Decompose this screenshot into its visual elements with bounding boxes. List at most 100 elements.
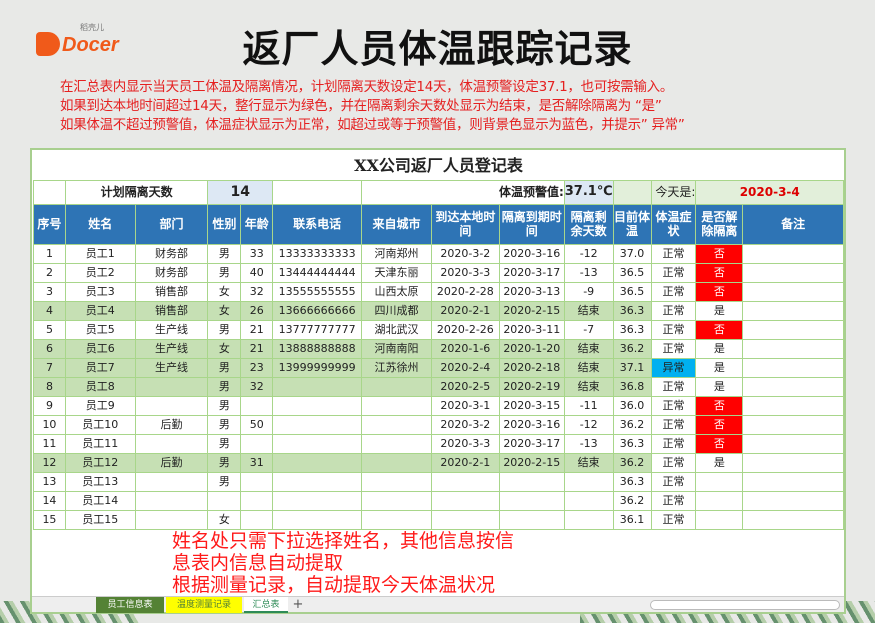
cell[interactable]: -9 bbox=[563, 281, 614, 302]
cell[interactable]: 32 bbox=[240, 376, 274, 397]
cell[interactable]: 2020-2-1 bbox=[430, 300, 500, 321]
cell[interactable]: 男 bbox=[207, 433, 242, 454]
cell[interactable]: 36.3 bbox=[612, 319, 652, 340]
cell[interactable] bbox=[272, 414, 363, 435]
cell[interactable]: 13444444444 bbox=[272, 262, 363, 283]
cell[interactable]: 12 bbox=[33, 452, 66, 473]
cell[interactable] bbox=[498, 509, 565, 530]
cell[interactable]: 正常 bbox=[650, 490, 697, 511]
cell[interactable]: 正常 bbox=[650, 452, 697, 473]
cell[interactable]: 正常 bbox=[650, 338, 697, 359]
cell[interactable]: 6 bbox=[33, 338, 66, 359]
cell[interactable] bbox=[695, 509, 744, 530]
cell[interactable]: 33 bbox=[240, 243, 274, 264]
cell[interactable]: 员工8 bbox=[64, 376, 136, 397]
cell[interactable]: 2020-3-2 bbox=[430, 414, 500, 435]
cell[interactable]: 员工7 bbox=[64, 357, 136, 378]
add-sheet-button[interactable]: + bbox=[292, 597, 304, 612]
cell[interactable]: 36.5 bbox=[612, 262, 652, 283]
cell[interactable]: 2020-2-18 bbox=[498, 357, 565, 378]
cell[interactable]: 2020-3-11 bbox=[498, 319, 565, 340]
cell[interactable]: 正常 bbox=[650, 509, 697, 530]
cell[interactable]: 2020-2-19 bbox=[498, 376, 565, 397]
cell[interactable]: 男 bbox=[207, 395, 242, 416]
cell[interactable]: 女 bbox=[207, 509, 242, 530]
cell[interactable]: 男 bbox=[207, 243, 242, 264]
cell[interactable]: 正常 bbox=[650, 300, 697, 321]
cell[interactable]: 32 bbox=[240, 281, 274, 302]
cell[interactable]: 2020-1-20 bbox=[498, 338, 565, 359]
cell[interactable]: -12 bbox=[563, 414, 614, 435]
cell[interactable]: 结束 bbox=[563, 452, 614, 473]
cell[interactable]: 否 bbox=[695, 281, 744, 302]
cell[interactable]: 37.1 bbox=[612, 357, 652, 378]
cell[interactable]: 员工4 bbox=[64, 300, 136, 321]
cell[interactable] bbox=[742, 319, 844, 340]
cell[interactable]: 员工15 bbox=[64, 509, 136, 530]
cell[interactable]: 销售部 bbox=[134, 281, 209, 302]
cell[interactable]: 员工6 bbox=[64, 338, 136, 359]
cell[interactable]: 2020-3-17 bbox=[498, 262, 565, 283]
cell[interactable]: 男 bbox=[207, 452, 242, 473]
cell[interactable]: 正常 bbox=[650, 376, 697, 397]
cell[interactable] bbox=[498, 471, 565, 492]
cell[interactable] bbox=[742, 357, 844, 378]
cell[interactable]: 员工12 bbox=[64, 452, 136, 473]
cell[interactable] bbox=[134, 433, 209, 454]
cell[interactable] bbox=[361, 433, 432, 454]
cell[interactable]: 河南郑州 bbox=[361, 243, 432, 264]
cell[interactable]: 21 bbox=[240, 338, 274, 359]
cell[interactable]: 13999999999 bbox=[272, 357, 363, 378]
cell[interactable]: 否 bbox=[695, 319, 744, 340]
cell[interactable]: 员工9 bbox=[64, 395, 136, 416]
cell[interactable]: 正常 bbox=[650, 243, 697, 264]
cell[interactable]: 11 bbox=[33, 433, 66, 454]
cell[interactable] bbox=[563, 490, 614, 511]
cell[interactable]: 1 bbox=[33, 243, 66, 264]
cell[interactable]: 正常 bbox=[650, 262, 697, 283]
cell[interactable]: 销售部 bbox=[134, 300, 209, 321]
cell[interactable]: 是 bbox=[695, 300, 744, 321]
cell[interactable]: 员工1 bbox=[64, 243, 136, 264]
cell[interactable]: -7 bbox=[563, 319, 614, 340]
cell[interactable]: 正常 bbox=[650, 395, 697, 416]
cell[interactable] bbox=[430, 471, 500, 492]
cell[interactable]: 2020-2-26 bbox=[430, 319, 500, 340]
cell[interactable] bbox=[742, 452, 844, 473]
cell[interactable]: 13333333333 bbox=[272, 243, 363, 264]
cell[interactable]: 男 bbox=[207, 357, 242, 378]
cell[interactable]: 是 bbox=[695, 338, 744, 359]
cell[interactable]: 2020-2-1 bbox=[430, 452, 500, 473]
cell[interactable]: 26 bbox=[240, 300, 274, 321]
cell[interactable]: 员工14 bbox=[64, 490, 136, 511]
cell[interactable]: 结束 bbox=[563, 376, 614, 397]
horizontal-scrollbar[interactable] bbox=[650, 600, 840, 610]
cell[interactable]: 36.2 bbox=[612, 452, 652, 473]
cell[interactable] bbox=[134, 395, 209, 416]
cell[interactable]: 2020-3-16 bbox=[498, 243, 565, 264]
cell[interactable]: 后勤 bbox=[134, 452, 209, 473]
cell[interactable]: 正常 bbox=[650, 471, 697, 492]
cell[interactable] bbox=[272, 471, 363, 492]
cell[interactable]: 否 bbox=[695, 433, 744, 454]
cell[interactable]: 否 bbox=[695, 262, 744, 283]
cell[interactable]: 正常 bbox=[650, 414, 697, 435]
cell[interactable]: 13777777777 bbox=[272, 319, 363, 340]
cell[interactable]: 结束 bbox=[563, 357, 614, 378]
cell[interactable]: 员工10 bbox=[64, 414, 136, 435]
cell[interactable] bbox=[361, 376, 432, 397]
cell[interactable]: 员工13 bbox=[64, 471, 136, 492]
cell[interactable]: 36.2 bbox=[612, 490, 652, 511]
cell[interactable] bbox=[430, 509, 500, 530]
cell[interactable] bbox=[742, 338, 844, 359]
cell[interactable] bbox=[742, 243, 844, 264]
tab-employee-info[interactable]: 员工信息表 bbox=[96, 597, 164, 613]
cell[interactable]: -13 bbox=[563, 262, 614, 283]
cell[interactable]: 2020-3-1 bbox=[430, 395, 500, 416]
cell[interactable]: 员工5 bbox=[64, 319, 136, 340]
cell[interactable]: 2020-3-3 bbox=[430, 433, 500, 454]
cell[interactable]: 员工11 bbox=[64, 433, 136, 454]
cell[interactable] bbox=[240, 433, 274, 454]
cell[interactable]: 5 bbox=[33, 319, 66, 340]
cell[interactable]: 2020-2-4 bbox=[430, 357, 500, 378]
